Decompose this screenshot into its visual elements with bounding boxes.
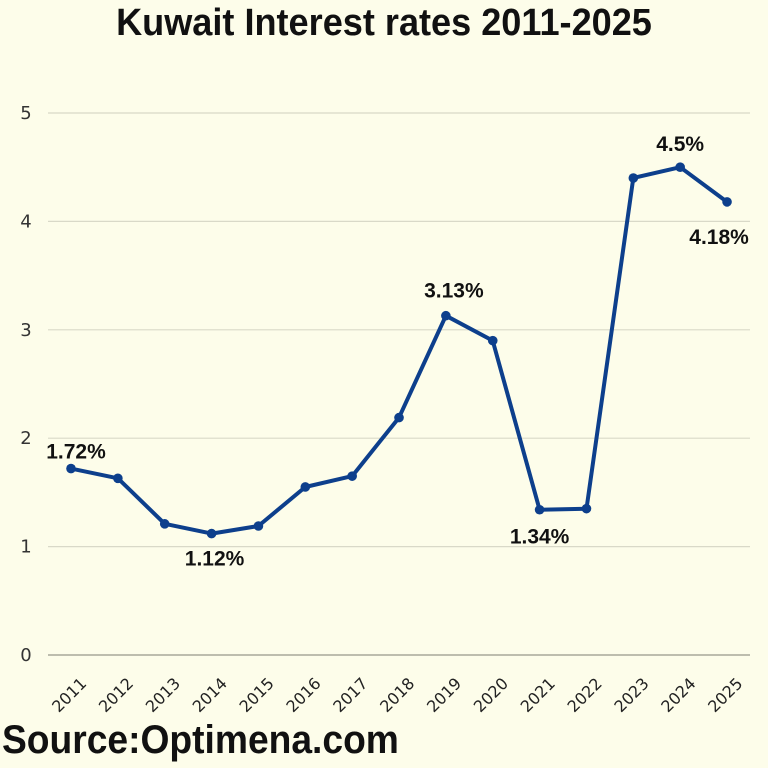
data-labels: 1.72% 1.12% 3.13% 1.34% 4.5% 4.18% — [46, 133, 749, 570]
x-tick-label: 2016 — [282, 674, 324, 716]
data-point — [300, 482, 311, 492]
x-tick-label: 2020 — [470, 674, 512, 716]
data-label: 1.72% — [46, 441, 106, 464]
y-tick-label: 5 — [20, 103, 31, 124]
chart-title: Kuwait Interest rates 2011-2025 — [116, 2, 652, 44]
data-point-markers — [66, 162, 732, 539]
x-tick-label: 2017 — [329, 674, 371, 716]
y-tick-label: 1 — [20, 537, 31, 558]
data-point — [206, 528, 217, 539]
data-point — [581, 503, 592, 514]
x-tick-label: 2011 — [48, 674, 90, 716]
x-tick-label: 2015 — [236, 674, 278, 716]
data-label: 3.13% — [424, 280, 484, 303]
x-tick-label: 2012 — [95, 674, 137, 716]
data-point — [441, 310, 451, 321]
data-label: 1.34% — [510, 526, 570, 549]
x-axis-ticks: 2011 2012 2013 2014 2015 2016 2017 2018 2019 2020… — [48, 674, 746, 716]
data-label: 4.5% — [656, 133, 704, 156]
x-tick-label: 2022 — [564, 674, 606, 716]
data-point — [675, 162, 685, 172]
x-tick-label: 2019 — [423, 674, 465, 716]
data-point — [347, 471, 357, 481]
x-tick-label: 2025 — [704, 674, 746, 716]
data-point — [487, 335, 498, 346]
x-tick-label: 2013 — [142, 674, 184, 716]
x-tick-label: 2014 — [189, 674, 231, 716]
data-point — [628, 173, 639, 183]
series-line — [69, 165, 729, 536]
y-tick-label: 3 — [20, 320, 31, 341]
y-tick-label: 4 — [20, 211, 31, 232]
data-point — [534, 504, 545, 515]
x-tick-label: 2024 — [657, 674, 699, 716]
source-caption: Source:Optimena.com — [2, 718, 399, 762]
data-point — [394, 412, 404, 423]
data-label: 1.12% — [185, 548, 245, 571]
gridlines — [48, 112, 750, 656]
x-tick-label: 2023 — [610, 674, 652, 716]
data-point — [722, 197, 732, 207]
data-point — [253, 521, 264, 531]
data-label: 4.18% — [689, 226, 749, 249]
data-point — [66, 463, 76, 474]
x-tick-label: 2018 — [376, 674, 418, 716]
y-tick-label: 2 — [20, 428, 31, 449]
data-point — [159, 519, 170, 529]
x-tick-label: 2021 — [517, 674, 559, 716]
data-point — [113, 473, 123, 484]
y-tick-label: 0 — [20, 645, 31, 666]
y-axis-ticks: 0 1 2 3 4 5 — [20, 103, 31, 666]
